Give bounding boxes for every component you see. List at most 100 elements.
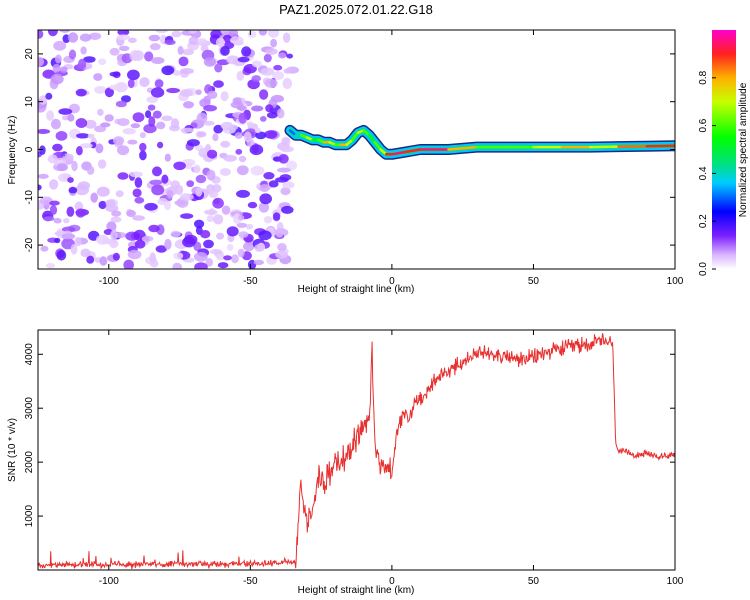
noise-blob — [265, 104, 274, 113]
signal-track-segment — [588, 145, 620, 149]
noise-blob — [49, 200, 60, 206]
x-tick-label: -50 — [243, 576, 258, 587]
noise-blob — [220, 91, 229, 102]
noise-blob — [52, 63, 61, 73]
noise-blob — [251, 105, 264, 112]
colorbar-tick-label: 0.4 — [698, 166, 709, 180]
noise-blob — [236, 105, 247, 111]
noise-blob — [237, 248, 245, 258]
noise-blob — [84, 119, 97, 129]
noise-blob — [151, 57, 165, 64]
noise-blob — [212, 197, 224, 209]
noise-blob — [226, 243, 234, 251]
noise-blob — [127, 79, 135, 89]
noise-blob — [236, 189, 250, 198]
noise-blob — [281, 205, 294, 214]
x-tick-label: -100 — [99, 576, 119, 587]
noise-blob — [282, 137, 290, 144]
noise-blob — [94, 125, 107, 133]
noise-blob — [263, 172, 275, 180]
x-tick-label: 100 — [667, 276, 684, 287]
noise-blob — [180, 213, 194, 219]
y-tick-label: -20 — [24, 237, 35, 252]
noise-blob — [152, 166, 162, 177]
noise-blob — [97, 108, 104, 116]
noise-blob — [195, 187, 203, 197]
noise-blob — [188, 36, 199, 45]
x-tick-label: 0 — [389, 576, 395, 587]
colorbar-label: Normalized spectral amplitude — [738, 82, 749, 217]
noise-blob — [219, 168, 231, 176]
noise-blob — [76, 133, 90, 139]
noise-blob — [127, 249, 142, 260]
x-tick-label: 50 — [528, 276, 540, 287]
noise-blob — [161, 65, 175, 76]
top-y-axis-label: Frequency (Hz) — [7, 116, 18, 185]
signal-track-segment — [351, 131, 360, 142]
top-x-axis-label: Height of straight line (km) — [298, 284, 415, 295]
noise-blob — [139, 150, 147, 161]
noise-blob — [93, 73, 103, 81]
noise-blob — [115, 190, 124, 198]
noise-blob — [109, 47, 120, 56]
x-tick-label: -100 — [99, 276, 119, 287]
signal-track — [284, 124, 675, 160]
noise-blob — [54, 54, 62, 64]
noise-blob — [195, 89, 202, 95]
signal-track-segment — [390, 150, 408, 156]
noise-blob — [180, 68, 194, 75]
noise-blob — [55, 131, 68, 141]
noise-blob — [104, 114, 114, 122]
noise-blob — [236, 165, 249, 176]
noise-blob — [68, 49, 77, 60]
noise-blob — [203, 239, 214, 249]
noise-blob — [148, 224, 160, 233]
noise-blob — [115, 100, 127, 108]
noise-blob — [266, 111, 278, 119]
noise-blob — [172, 70, 181, 76]
noise-blob — [180, 127, 194, 133]
noise-blob — [178, 56, 189, 67]
noise-blob — [86, 165, 95, 175]
noise-blob — [156, 121, 166, 130]
noise-blob — [77, 181, 91, 190]
noise-blob — [40, 245, 49, 252]
noise-blob — [212, 133, 219, 142]
noise-blob — [268, 30, 280, 38]
noise-blob — [139, 132, 146, 139]
noise-blob — [145, 110, 152, 119]
noise-blob — [241, 46, 252, 57]
noise-blob — [88, 32, 102, 40]
noise-blob — [155, 245, 167, 253]
noise-blob — [139, 77, 150, 88]
noise-blob — [238, 112, 247, 124]
noise-region — [38, 30, 299, 269]
noise-blob — [98, 58, 107, 66]
noise-blob — [43, 216, 55, 222]
noise-blob — [126, 209, 136, 218]
noise-blob — [50, 118, 61, 130]
noise-blob — [75, 208, 86, 218]
noise-blob — [280, 187, 291, 196]
noise-blob — [282, 32, 291, 43]
noise-blob — [238, 155, 247, 163]
noise-blob — [286, 53, 294, 59]
noise-blob — [197, 38, 207, 44]
noise-blob — [204, 209, 218, 215]
noise-blob — [149, 179, 163, 185]
noise-blob — [186, 139, 200, 147]
noise-blob — [238, 215, 245, 221]
noise-blob — [245, 223, 253, 230]
noise-blob — [236, 71, 245, 81]
noise-blob — [260, 116, 267, 122]
noise-blob — [247, 30, 257, 38]
noise-blob — [39, 145, 46, 155]
noise-blob — [254, 244, 265, 252]
signal-track-segment — [645, 144, 675, 148]
noise-blob — [275, 250, 289, 259]
noise-blob — [249, 144, 264, 156]
noise-blob — [151, 184, 165, 196]
noise-blob — [259, 193, 273, 205]
noise-blob — [194, 219, 205, 229]
noise-blob — [149, 43, 161, 51]
